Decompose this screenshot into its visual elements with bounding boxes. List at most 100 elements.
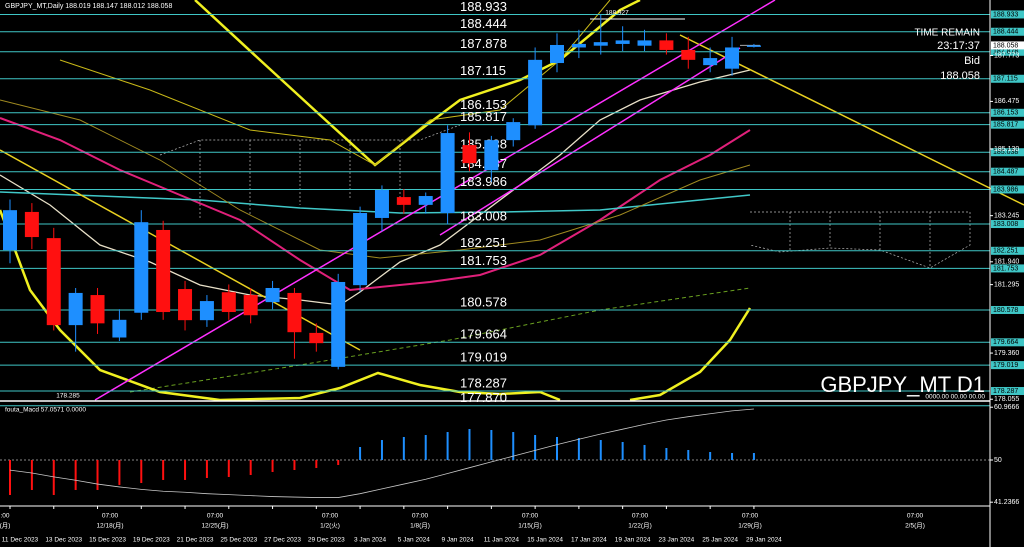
level-axis-label: 181.753: [993, 265, 1018, 272]
level-axis-box: [991, 120, 1024, 129]
watermark: GBPJPY_MT D1: [820, 372, 985, 397]
x-tick-label: 25 Jan 2024: [702, 537, 738, 544]
ma-olive: [0, 99, 751, 259]
candle-body: [440, 133, 455, 213]
level-axis-box: [991, 47, 1024, 56]
candle-body: [199, 301, 214, 321]
time-label: 07:00: [632, 513, 649, 520]
y-tick-label: 60.9666: [994, 404, 1019, 411]
level-label: 187.878: [460, 36, 507, 51]
time-label: 07:00: [412, 513, 429, 520]
level-label: 183.986: [460, 174, 507, 189]
level-axis-label: 188.933: [993, 11, 1018, 18]
candle-body: [287, 292, 302, 333]
x-tick-label: 9 Jan 2024: [442, 537, 475, 544]
level-axis-box: [991, 10, 1024, 19]
corner-text: 0000.00 00.00 00.00: [925, 394, 985, 401]
x-tick-label: 21 Dec 2023: [177, 537, 214, 544]
candle-body: [24, 211, 39, 238]
x-tick-label: 11 Dec 2023: [2, 537, 39, 544]
y-tick-label: 41.2366: [994, 499, 1019, 506]
ma-pink: [0, 117, 751, 292]
level-axis-label: 178.287: [993, 388, 1018, 395]
level-axis-label: 187.115: [993, 76, 1018, 83]
level-axis-label: 180.578: [993, 307, 1018, 314]
bid-label: Bid: [964, 55, 980, 67]
level-axis-box: [991, 74, 1024, 83]
candle-body: [615, 40, 630, 44]
x-tick-label: 27 Dec 2023: [264, 537, 301, 544]
x-tick-label: 11 Jan 2024: [484, 537, 520, 544]
jp-date-label: 2/5(月): [905, 522, 925, 530]
y-tick-label: 183.245: [994, 212, 1019, 219]
low-annotation: 178.285: [56, 393, 80, 400]
y-tick-label: 186.475: [994, 98, 1019, 105]
level-label: 181.753: [460, 253, 507, 268]
bid-axis-label: 188.058: [993, 42, 1018, 49]
level-axis-label: 186.153: [993, 110, 1018, 117]
candle-body: [3, 210, 17, 251]
level-label: 183.008: [460, 208, 507, 223]
candle-body: [396, 197, 411, 205]
level-axis-box: [991, 148, 1024, 157]
time-remain-label: TIME REMAIN: [914, 28, 980, 39]
level-axis-label: 179.019: [993, 362, 1018, 369]
level-label: 186.153: [460, 97, 507, 112]
candle-body: [571, 43, 586, 48]
level-axis-box: [991, 361, 1024, 370]
level-label: 178.287: [460, 375, 507, 390]
x-tick-label: 15 Jan 2024: [527, 537, 563, 544]
level-axis-box: [991, 220, 1024, 229]
level-axis-label: 183.008: [993, 221, 1018, 228]
candle-body: [703, 58, 718, 66]
candle-body: [637, 40, 652, 46]
jp-date-label: 1/29(月): [738, 522, 761, 530]
x-tick-label: 5 Jan 2024: [398, 537, 431, 544]
x-tick-label: 13 Dec 2023: [45, 537, 82, 544]
time-label: 07:00: [102, 513, 119, 520]
level-label: 185.817: [460, 109, 507, 124]
x-tick-label: 25 Dec 2023: [220, 537, 257, 544]
candle-body: [462, 145, 477, 164]
indicators: [0, 0, 1024, 402]
y-tick-label: 181.940: [994, 259, 1019, 266]
time-label: 07:00: [907, 513, 924, 520]
level-axis-box: [991, 27, 1024, 36]
y-tick-label: 185.130: [994, 146, 1019, 153]
x-tick-label: 17 Jan 2024: [571, 537, 607, 544]
candle-body: [309, 332, 324, 344]
candle-body: [68, 292, 83, 326]
y-tick-label: 50: [994, 457, 1002, 464]
candle-body: [221, 292, 236, 313]
bid-axis-box: [991, 41, 1024, 50]
signal-line: [9, 408, 754, 498]
candle-body: [353, 212, 368, 286]
candle-body: [418, 196, 433, 205]
bollinger-lower: [0, 209, 752, 402]
level-axis-label: 185.038: [993, 149, 1018, 156]
time-remain: 23:17:37: [937, 40, 980, 52]
candle-body: [593, 42, 608, 46]
candle-body: [90, 295, 105, 324]
level-axis-label: 182.251: [993, 248, 1018, 255]
level-axis-label: 179.664: [993, 339, 1018, 346]
level-axis-box: [991, 264, 1024, 273]
candle-body: [659, 40, 674, 50]
x-tick-label: 3 Jan 2024: [354, 537, 387, 544]
level-label: 188.444: [460, 16, 507, 31]
level-axis-box: [991, 167, 1024, 176]
jp-date-label: 1/8(月): [410, 522, 430, 530]
candle-body: [725, 47, 740, 69]
x-tick-label: 19 Jan 2024: [615, 537, 651, 544]
level-axis-label: 183.986: [993, 186, 1018, 193]
candle-body: [178, 289, 193, 321]
time-label: 07:00: [322, 513, 339, 520]
level-axis-box: [991, 387, 1024, 396]
macd-title: fouta_Macd 57.0571 0.0000: [5, 407, 86, 414]
level-label: 182.251: [460, 235, 507, 250]
level-axis-label: 184.487: [993, 169, 1018, 176]
jp-date-label: 1/15(月): [518, 522, 541, 530]
candle-body: [134, 222, 149, 313]
